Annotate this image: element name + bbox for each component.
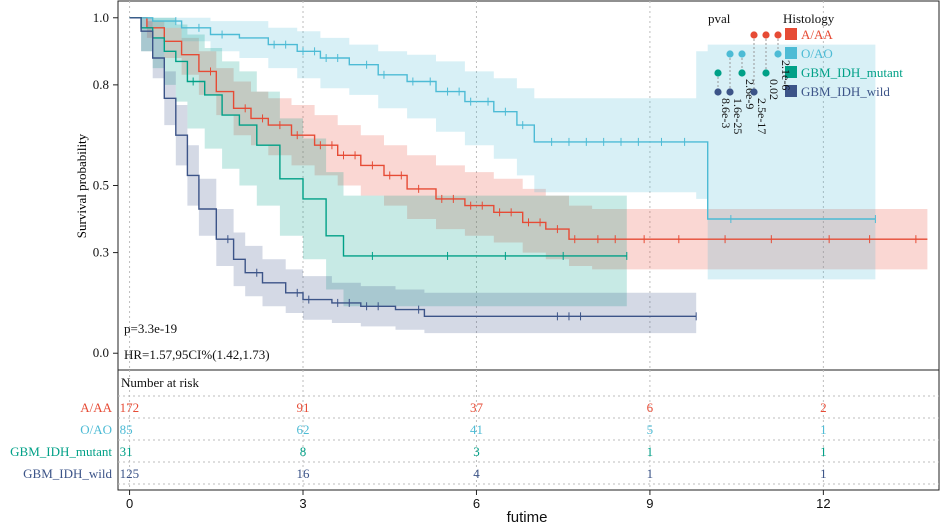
x-tick-label-12: 12 xyxy=(816,496,830,511)
pval-dot-3-1 xyxy=(750,88,758,96)
risk-count-gbm-idh-wild-6: 4 xyxy=(473,466,480,481)
risk-row-label-o-ao: O/AO xyxy=(80,422,112,437)
main-grid xyxy=(129,1,824,370)
risk-row-label-gbm-idh-mutant: GBM_IDH_mutant xyxy=(10,444,112,459)
pval-dot-4-0 xyxy=(762,31,770,39)
risk-count-gbm-idh-mutant-9: 1 xyxy=(647,444,654,459)
pvalue-text: p=3.3e-19 xyxy=(124,321,177,336)
legend-label-a-aa: A/AA xyxy=(801,27,833,42)
histology-legend-title: Histology xyxy=(783,11,835,26)
hr-text: HR=1.57,95CI%(1.42,1.73) xyxy=(124,347,270,362)
y-tick-label-0: 0.0 xyxy=(93,345,109,360)
risk-table-frame xyxy=(117,369,940,491)
legend-swatch-o-ao xyxy=(785,47,797,59)
legend-label-o-ao: O/AO xyxy=(801,46,833,61)
ci-band-gbm-idh-mutant xyxy=(129,17,627,307)
risk-count-gbm-idh-mutant-6: 3 xyxy=(473,444,480,459)
curve-gbm-idh-wild xyxy=(129,17,697,317)
x-axis: 0 3 6 9 12 xyxy=(126,490,831,511)
legend: pval Histology A/AA O/AO GBM_IDH_mutant GBM… xyxy=(708,11,903,134)
risk-count-gbm-idh-wild-9: 1 xyxy=(647,466,654,481)
legend-swatch-a-aa xyxy=(785,28,797,40)
x-tick-label-6: 6 xyxy=(473,496,480,511)
survival-curves xyxy=(129,17,928,317)
y-axis: 0.0 0.3 0.5 0.8 1.0 xyxy=(93,10,118,360)
risk-count-gbm-idh-wild-12: 1 xyxy=(820,466,827,481)
y-axis-label: Survival probability xyxy=(74,133,89,238)
y-tick-label-1: 0.3 xyxy=(93,245,109,260)
pval-dot-0-0 xyxy=(714,69,722,77)
pval-dot-4-1 xyxy=(762,69,770,77)
pval-legend-title: pval xyxy=(708,11,731,26)
pval-label-4: 0.02 xyxy=(767,79,781,100)
pval-label-5: 2.1e-6 xyxy=(779,60,793,90)
risk-count-gbm-idh-mutant-12: 1 xyxy=(820,444,827,459)
risk-row-label-a-aa: A/AA xyxy=(80,400,112,415)
pval-dot-2-1 xyxy=(738,69,746,77)
risk-count-o-ao-0: 85 xyxy=(120,422,133,437)
risk-table-title: Number at risk xyxy=(121,375,199,390)
pval-dot-0-1 xyxy=(714,88,722,96)
legend-label-gbm-idh-wild: GBM_IDH_wild xyxy=(801,84,890,99)
risk-count-a-aa-9: 6 xyxy=(647,400,654,415)
risk-count-gbm-idh-mutant-0: 31 xyxy=(120,444,133,459)
legend-label-gbm-idh-mutant: GBM_IDH_mutant xyxy=(801,65,903,80)
curve-a-aa xyxy=(129,17,928,240)
y-tick-label-3: 0.8 xyxy=(93,77,109,92)
risk-count-a-aa-3: 91 xyxy=(297,400,310,415)
ci-band-o-ao xyxy=(129,17,876,280)
y-tick-label-2: 0.5 xyxy=(93,178,109,193)
ci-band-gbm-idh-wild xyxy=(129,17,697,334)
risk-count-a-aa-0: 172 xyxy=(120,400,140,415)
legend-items: A/AA O/AO GBM_IDH_mutant GBM_IDH_wild xyxy=(785,27,903,99)
pval-dot-3-0 xyxy=(750,31,758,39)
pval-dot-5-1 xyxy=(774,50,782,58)
pval-dot-1-1 xyxy=(726,88,734,96)
risk-count-gbm-idh-mutant-3: 8 xyxy=(300,444,307,459)
pval-label-0: 8.6e-3 xyxy=(719,98,733,128)
risk-count-a-aa-6: 37 xyxy=(470,400,484,415)
curve-gbm-idh-mutant xyxy=(129,17,627,257)
legend-swatch-gbm-idh-mutant xyxy=(785,66,797,78)
x-tick-label-0: 0 xyxy=(126,496,133,511)
pval-label-2: 2.6e-9 xyxy=(743,79,757,109)
pval-matrix: 8.6e-31.6e-252.6e-92.5e-170.022.1e-6 xyxy=(714,31,793,134)
pval-dot-2-0 xyxy=(738,50,746,58)
risk-count-o-ao-3: 62 xyxy=(297,422,310,437)
x-axis-label: futime xyxy=(507,509,548,526)
pval-label-3: 2.5e-17 xyxy=(755,98,769,134)
x-tick-label-9: 9 xyxy=(646,496,653,511)
y-tick-label-4: 1.0 xyxy=(93,10,109,25)
risk-count-gbm-idh-wild-0: 125 xyxy=(120,466,140,481)
risk-row-label-gbm-idh-wild: GBM_IDH_wild xyxy=(23,466,112,481)
censor-marks xyxy=(175,17,917,321)
risk-grid xyxy=(118,370,939,490)
pval-dot-5-0 xyxy=(774,31,782,39)
risk-count-gbm-idh-wild-3: 16 xyxy=(297,466,311,481)
risk-count-a-aa-12: 2 xyxy=(820,400,827,415)
x-tick-label-3: 3 xyxy=(299,496,306,511)
legend-swatch-gbm-idh-wild xyxy=(785,85,797,97)
pval-label-1: 1.6e-25 xyxy=(731,98,745,134)
risk-count-o-ao-6: 41 xyxy=(470,422,483,437)
pval-dot-1-0 xyxy=(726,50,734,58)
risk-count-o-ao-12: 1 xyxy=(820,422,827,437)
risk-count-o-ao-9: 5 xyxy=(647,422,654,437)
